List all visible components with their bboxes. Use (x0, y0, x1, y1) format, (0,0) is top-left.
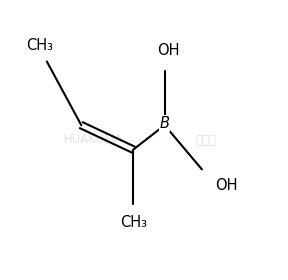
Text: HUAKUEJA: HUAKUEJA (63, 134, 123, 146)
Text: B: B (160, 116, 170, 131)
Text: OH: OH (158, 43, 180, 58)
Text: CH₃: CH₃ (26, 38, 53, 53)
Text: 化学加: 化学加 (196, 134, 217, 146)
Text: OH: OH (215, 178, 237, 193)
Text: CH₃: CH₃ (120, 215, 147, 230)
